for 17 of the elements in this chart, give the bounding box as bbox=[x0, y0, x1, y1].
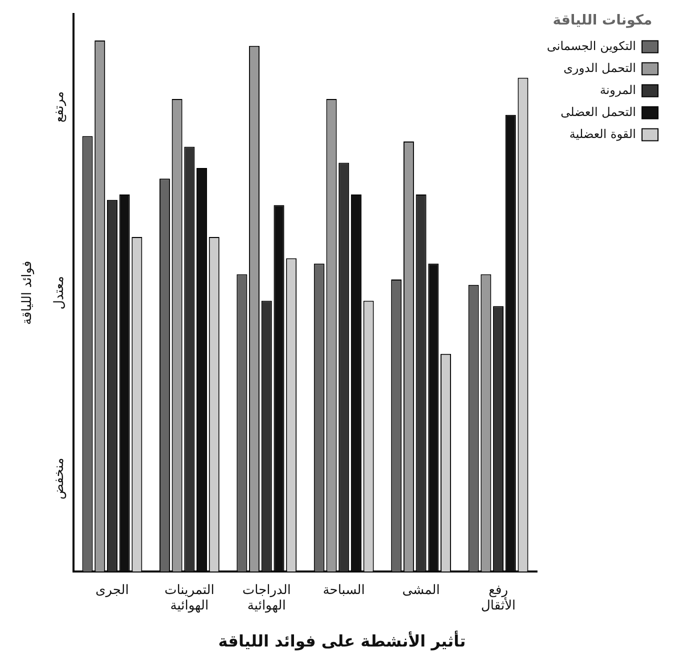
text: معتدل bbox=[52, 276, 67, 310]
x-tick-label: التمرينات الهوائية bbox=[164, 582, 214, 614]
legend-label: التكوين الجسمانى bbox=[546, 38, 636, 53]
x-tick-label: الجرى bbox=[96, 582, 129, 598]
y-axis-title: فوائد اللياقة bbox=[20, 260, 36, 325]
x-tick-label: رفع الأثقال bbox=[480, 582, 516, 614]
text: تأثير الأنشطة على فوائد اللياقة bbox=[218, 630, 466, 651]
x-tick-label: السباحة bbox=[322, 582, 365, 598]
text: منخفض bbox=[52, 458, 67, 500]
legend-label: التحمل الدورى bbox=[564, 60, 636, 75]
legend-label: المرونة bbox=[600, 82, 636, 97]
x-tick-label: المشى bbox=[402, 582, 440, 598]
legend-title: مكونات اللياقة bbox=[552, 12, 652, 29]
text: مرتفع bbox=[52, 91, 67, 123]
legend-label: التحمل العضلى bbox=[560, 104, 636, 119]
legend-label: القوة العضلية bbox=[569, 126, 636, 141]
x-tick-label: الدراجات الهوائية bbox=[242, 582, 291, 614]
